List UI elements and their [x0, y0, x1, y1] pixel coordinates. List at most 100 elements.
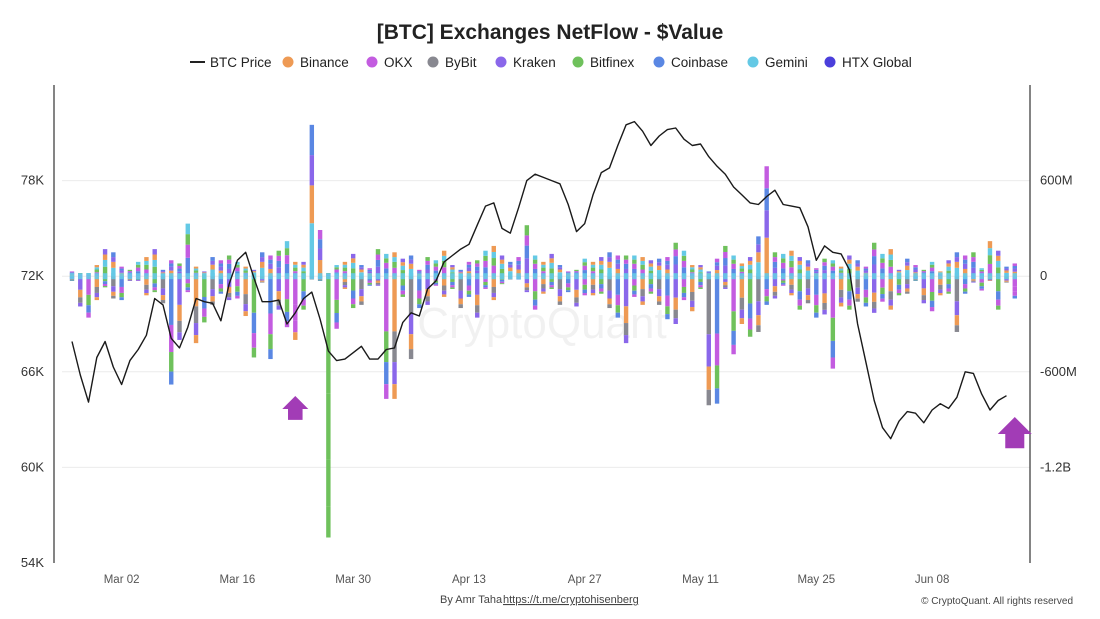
netflow-bar	[400, 258, 405, 297]
netflow-segment	[640, 260, 645, 265]
netflow-segment	[541, 276, 546, 285]
legend-dot-swatch	[653, 56, 665, 68]
netflow-segment	[1004, 266, 1009, 269]
netflow-segment	[822, 293, 827, 303]
legend-item[interactable]: HTX Global	[824, 55, 912, 70]
netflow-segment	[822, 262, 827, 266]
netflow-segment-gemini	[921, 273, 927, 280]
netflow-segment	[268, 263, 273, 269]
netflow-bar	[888, 249, 893, 310]
netflow-segment	[334, 276, 339, 300]
netflow-segment	[880, 262, 885, 269]
netflow-segment	[94, 297, 100, 301]
netflow-segment	[656, 262, 662, 266]
netflow-segment	[499, 279, 505, 282]
netflow-segment	[260, 281, 265, 283]
netflow-segment	[905, 262, 910, 266]
netflow-segment	[962, 291, 968, 294]
netflow-segment-gemini	[590, 273, 596, 280]
netflow-segment	[888, 291, 893, 300]
netflow-segment	[86, 294, 91, 306]
netflow-segment	[714, 333, 720, 366]
legend-item[interactable]: BTC Price	[190, 55, 272, 70]
netflow-segment	[441, 294, 447, 297]
netflow-segment-gemini	[177, 273, 182, 280]
netflow-segment	[111, 286, 116, 292]
netflow-segment	[830, 317, 836, 341]
netflow-segment	[673, 276, 678, 298]
legend-item[interactable]: Coinbase	[653, 55, 729, 70]
netflow-segment	[541, 291, 546, 294]
netflow-segment	[408, 263, 414, 269]
netflow-bar	[152, 249, 157, 293]
netflow-segment	[838, 289, 844, 298]
netflow-bar	[996, 250, 1001, 310]
netflow-segment	[284, 299, 290, 312]
netflow-segment	[144, 293, 149, 296]
netflow-segment-gemini	[350, 273, 356, 280]
netflow-bar	[673, 242, 678, 324]
netflow-segment	[152, 283, 157, 288]
netflow-segment	[996, 291, 1001, 300]
netflow-segment-gemini	[400, 273, 405, 280]
netflow-segment	[574, 276, 579, 290]
netflow-segment	[987, 279, 993, 281]
netflow-segment-gemini	[1004, 273, 1009, 280]
right-tick-label: -1.2B	[1040, 459, 1071, 474]
legend-item[interactable]: OKX	[366, 55, 413, 70]
netflow-segment	[268, 313, 273, 335]
netflow-segment	[169, 352, 174, 372]
netflow-segment	[441, 285, 447, 291]
netflow-segment	[392, 276, 397, 332]
netflow-segment	[127, 269, 133, 272]
netflow-segment	[466, 261, 472, 265]
netflow-segment	[954, 267, 960, 277]
netflow-segment-gemini	[119, 273, 124, 280]
x-tick-label: May 25	[797, 574, 835, 586]
netflow-segment	[111, 252, 116, 258]
netflow-segment	[847, 259, 852, 264]
netflow-segment	[673, 309, 678, 319]
netflow-segment	[805, 288, 811, 296]
netflow-segment	[929, 276, 935, 292]
netflow-segment	[714, 388, 720, 404]
netflow-segment	[367, 271, 372, 274]
legend-item[interactable]: Bitfinex	[572, 55, 635, 70]
netflow-segment-gemini	[532, 273, 538, 280]
netflow-segment	[938, 272, 943, 274]
netflow-segment	[491, 297, 496, 301]
netflow-segment	[541, 267, 546, 272]
netflow-segment	[441, 260, 447, 268]
netflow-segment	[615, 263, 621, 269]
netflow-segment	[466, 267, 472, 272]
legend-item[interactable]: Kraken	[495, 55, 556, 70]
netflow-segment	[714, 258, 720, 263]
netflow-segment-gemini	[913, 273, 918, 280]
netflow-segment	[226, 259, 232, 264]
netflow-segment	[656, 301, 662, 305]
netflow-segment	[574, 302, 579, 307]
netflow-segment	[896, 293, 902, 296]
netflow-segment-gemini	[78, 273, 83, 280]
legend-item[interactable]: Gemini	[747, 55, 808, 70]
netflow-segment-gemini	[466, 273, 472, 280]
credit-link[interactable]: https://t.me/cryptohisenberg	[503, 594, 639, 606]
netflow-segment	[847, 276, 852, 292]
legend-dot-swatch	[282, 56, 294, 68]
netflow-segment	[723, 251, 728, 259]
netflow-segment-gemini	[334, 273, 339, 280]
netflow-segment	[913, 280, 918, 281]
netflow-segment	[317, 229, 323, 240]
netflow-segment	[218, 263, 224, 267]
netflow-segment	[623, 259, 629, 264]
netflow-segment	[781, 284, 786, 286]
netflow-segment-gemini	[458, 273, 463, 280]
netflow-segment	[243, 311, 248, 317]
netflow-segment	[723, 245, 728, 252]
netflow-segment	[830, 263, 836, 267]
legend-item[interactable]: ByBit	[427, 55, 477, 70]
netflow-segment	[905, 291, 910, 294]
legend-item[interactable]: Binance	[282, 55, 349, 70]
netflow-segment	[127, 271, 133, 273]
netflow-segment	[532, 263, 538, 269]
